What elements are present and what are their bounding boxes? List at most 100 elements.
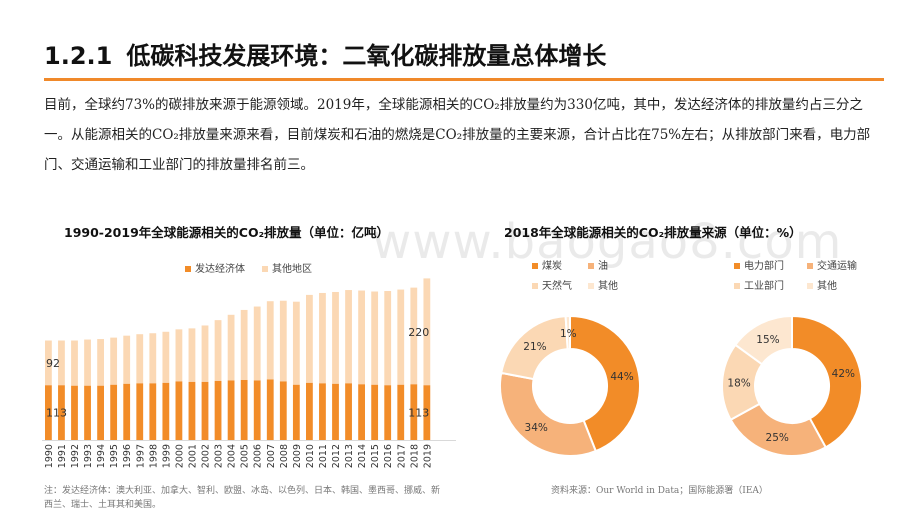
watermark: www.baogao8.com	[372, 214, 843, 270]
legend-swatch	[734, 283, 740, 289]
x-tick-label: 2010	[305, 444, 316, 468]
donut-slice	[791, 314, 863, 449]
x-tick-label: 2016	[383, 444, 394, 468]
bar-other	[423, 278, 431, 386]
title-underline	[44, 78, 884, 81]
x-tick-label: 2018	[409, 444, 420, 468]
legend-label: 天然气	[542, 279, 572, 292]
slice-label: 1%	[560, 328, 577, 340]
bar-other	[71, 340, 78, 386]
x-tick-label: 1990	[44, 444, 55, 468]
legend-label: 煤炭	[542, 259, 562, 272]
legend-swatch-developed	[185, 266, 191, 272]
legend-label: 电力部门	[744, 259, 784, 272]
bar-other	[227, 314, 235, 381]
bar-other	[240, 309, 248, 380]
bar-developed	[58, 385, 65, 440]
bar-developed	[240, 379, 248, 440]
bar-developed	[410, 384, 418, 440]
x-tick-label: 2012	[331, 444, 342, 468]
legend-swatch-other	[262, 266, 268, 272]
footnote: 注：发达经济体：澳大利亚、加拿大、智利、欧盟、冰岛、以色列、日本、韩国、墨西哥、…	[44, 486, 441, 510]
donut-slice	[499, 371, 598, 457]
bar-developed	[332, 383, 339, 440]
bar-developed	[319, 383, 326, 440]
slice-label: 42%	[832, 368, 855, 380]
bar-other	[175, 329, 183, 382]
legend-swatch	[588, 263, 594, 269]
legend-swatch	[807, 263, 813, 269]
x-tick-label: 2017	[396, 444, 407, 468]
x-tick-label: 2006	[253, 444, 264, 468]
legend-swatch	[807, 283, 813, 289]
bar-developed	[136, 383, 144, 440]
bar-developed	[358, 384, 365, 440]
x-tick-label: 2008	[279, 444, 290, 468]
x-tick-label: 1994	[96, 444, 107, 468]
slice-label: 34%	[525, 422, 548, 434]
x-tick-label: 2009	[292, 444, 303, 468]
source-note: 资料来源：Our World in Data；国际能源署（IEA）	[551, 486, 768, 496]
legend-label-other: 其他地区	[272, 262, 312, 275]
slice-label: 44%	[610, 371, 633, 383]
x-tick-label: 2003	[214, 444, 225, 468]
bar-other	[410, 287, 418, 385]
section-number: 1.2.1	[44, 42, 113, 70]
section-title: 低碳科技发展环境：二氧化碳排放量总体增长	[126, 42, 607, 70]
donut-charts: 44% 煤炭 34% 油 21% 天然气 1% 其他 42% 电力部门 25% 交通运输 18% 工业部门…	[499, 259, 863, 457]
bar-other	[319, 292, 326, 384]
bar-other	[136, 334, 144, 384]
bar-developed	[45, 385, 52, 440]
x-tick-label: 1999	[161, 444, 172, 468]
bar-developed	[123, 383, 131, 440]
bar-developed	[201, 381, 209, 440]
bar-developed	[188, 381, 196, 440]
legend-label: 工业部门	[744, 279, 784, 292]
data-label: 113	[408, 407, 429, 420]
bar-other	[332, 291, 339, 384]
data-label: 113	[46, 407, 67, 420]
bar-developed	[371, 384, 379, 440]
slice-label: 18%	[727, 378, 750, 390]
bar-developed	[306, 382, 313, 440]
bar-developed	[110, 384, 118, 440]
bar-other	[292, 301, 300, 385]
legend-label: 其他	[817, 279, 837, 292]
bar-developed	[84, 385, 91, 440]
legend-swatch	[532, 263, 538, 269]
x-tick-label: 1996	[122, 444, 133, 468]
bar-other	[97, 339, 104, 386]
x-tick-label: 1993	[83, 444, 94, 468]
bar-chart: 1990 1991 1992 1993 1994 1995 1996 1997 1998 1999…	[42, 262, 456, 468]
legend-swatch	[588, 283, 594, 289]
x-tick-label: 1992	[70, 444, 81, 468]
x-tick-label: 1997	[135, 444, 146, 468]
bar-developed	[71, 385, 78, 440]
data-label: 92	[46, 357, 60, 370]
bar-other	[384, 291, 392, 386]
intro-paragraph: 目前，全球约73%的碳排放来源于能源领域。2019年，全球能源相关的CO₂排放量…	[44, 97, 871, 173]
bar-developed	[279, 381, 287, 440]
legend-label: 交通运输	[817, 259, 857, 272]
bar-developed	[266, 379, 274, 440]
bar-other	[201, 325, 209, 382]
bar-developed	[423, 385, 431, 440]
bar-other	[123, 335, 131, 384]
bar-developed	[227, 380, 235, 440]
x-tick-label: 2013	[344, 444, 355, 468]
bar-other	[306, 294, 313, 383]
bar-other	[58, 340, 65, 386]
bar-developed	[253, 380, 261, 440]
bar-other	[371, 291, 379, 385]
x-tick-label: 2004	[227, 444, 238, 468]
x-tick-label: 2019	[422, 444, 433, 468]
x-tick-label: 2011	[318, 444, 329, 468]
bar-developed	[345, 383, 352, 440]
bar-developed	[162, 382, 170, 440]
x-tick-label: 2001	[187, 444, 198, 468]
donut-slice	[564, 314, 571, 351]
bar-other	[397, 289, 405, 385]
slice-label: 25%	[766, 432, 789, 444]
x-tick-label: 2014	[357, 444, 368, 468]
x-tick-label: 2002	[201, 444, 212, 468]
